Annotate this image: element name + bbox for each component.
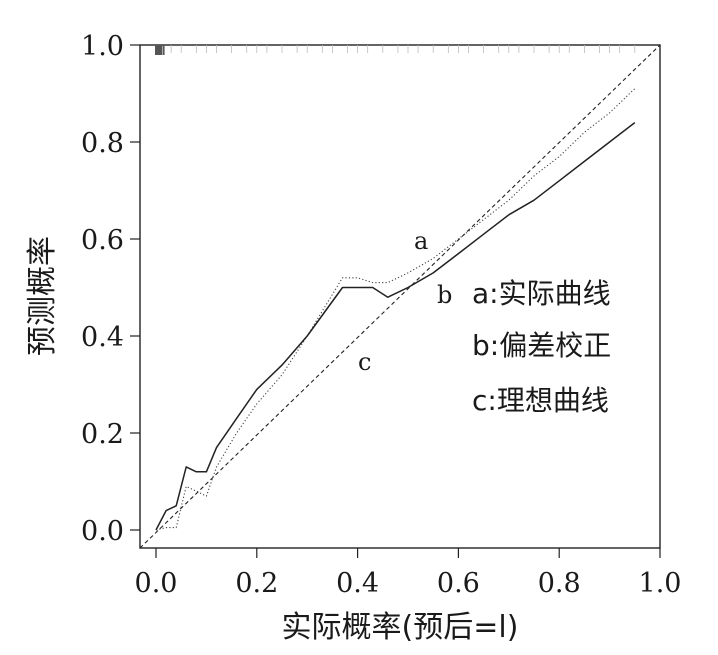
annotation-c: c: [358, 348, 371, 376]
x-tick-label: 1.0: [639, 568, 682, 599]
y-tick-label: 1.0: [81, 31, 124, 62]
plot-frame: [139, 44, 661, 549]
y-tick-label: 0.0: [81, 516, 124, 547]
rug-marks: [155, 45, 636, 55]
x-tick-label: 0.8: [538, 568, 581, 599]
series-line-c: [139, 44, 661, 549]
annotation-b: b: [437, 281, 452, 309]
x-tick-label: 0.0: [135, 568, 178, 599]
series-line-a: [155, 88, 636, 531]
x-tick-label: 0.6: [437, 568, 480, 599]
y-tick-label: 0.6: [81, 225, 124, 256]
x-tick-label: 0.4: [336, 568, 379, 599]
y-tick-label: 0.8: [81, 128, 124, 159]
y-tick-label: 0.2: [81, 419, 124, 450]
legend-entry: c:理想曲线: [472, 384, 609, 417]
legend-entry: a:实际曲线: [472, 277, 611, 310]
x-tick-label: 0.2: [235, 568, 278, 599]
y-tick-label: 0.4: [81, 322, 124, 353]
annotation-a: a: [414, 227, 428, 255]
series-line-b: [155, 122, 636, 531]
legend-entry: b:偏差校正: [472, 329, 611, 362]
x-axis-title: 实际概率(预后=l): [282, 610, 519, 645]
y-axis-title: 预测概率: [25, 236, 60, 356]
